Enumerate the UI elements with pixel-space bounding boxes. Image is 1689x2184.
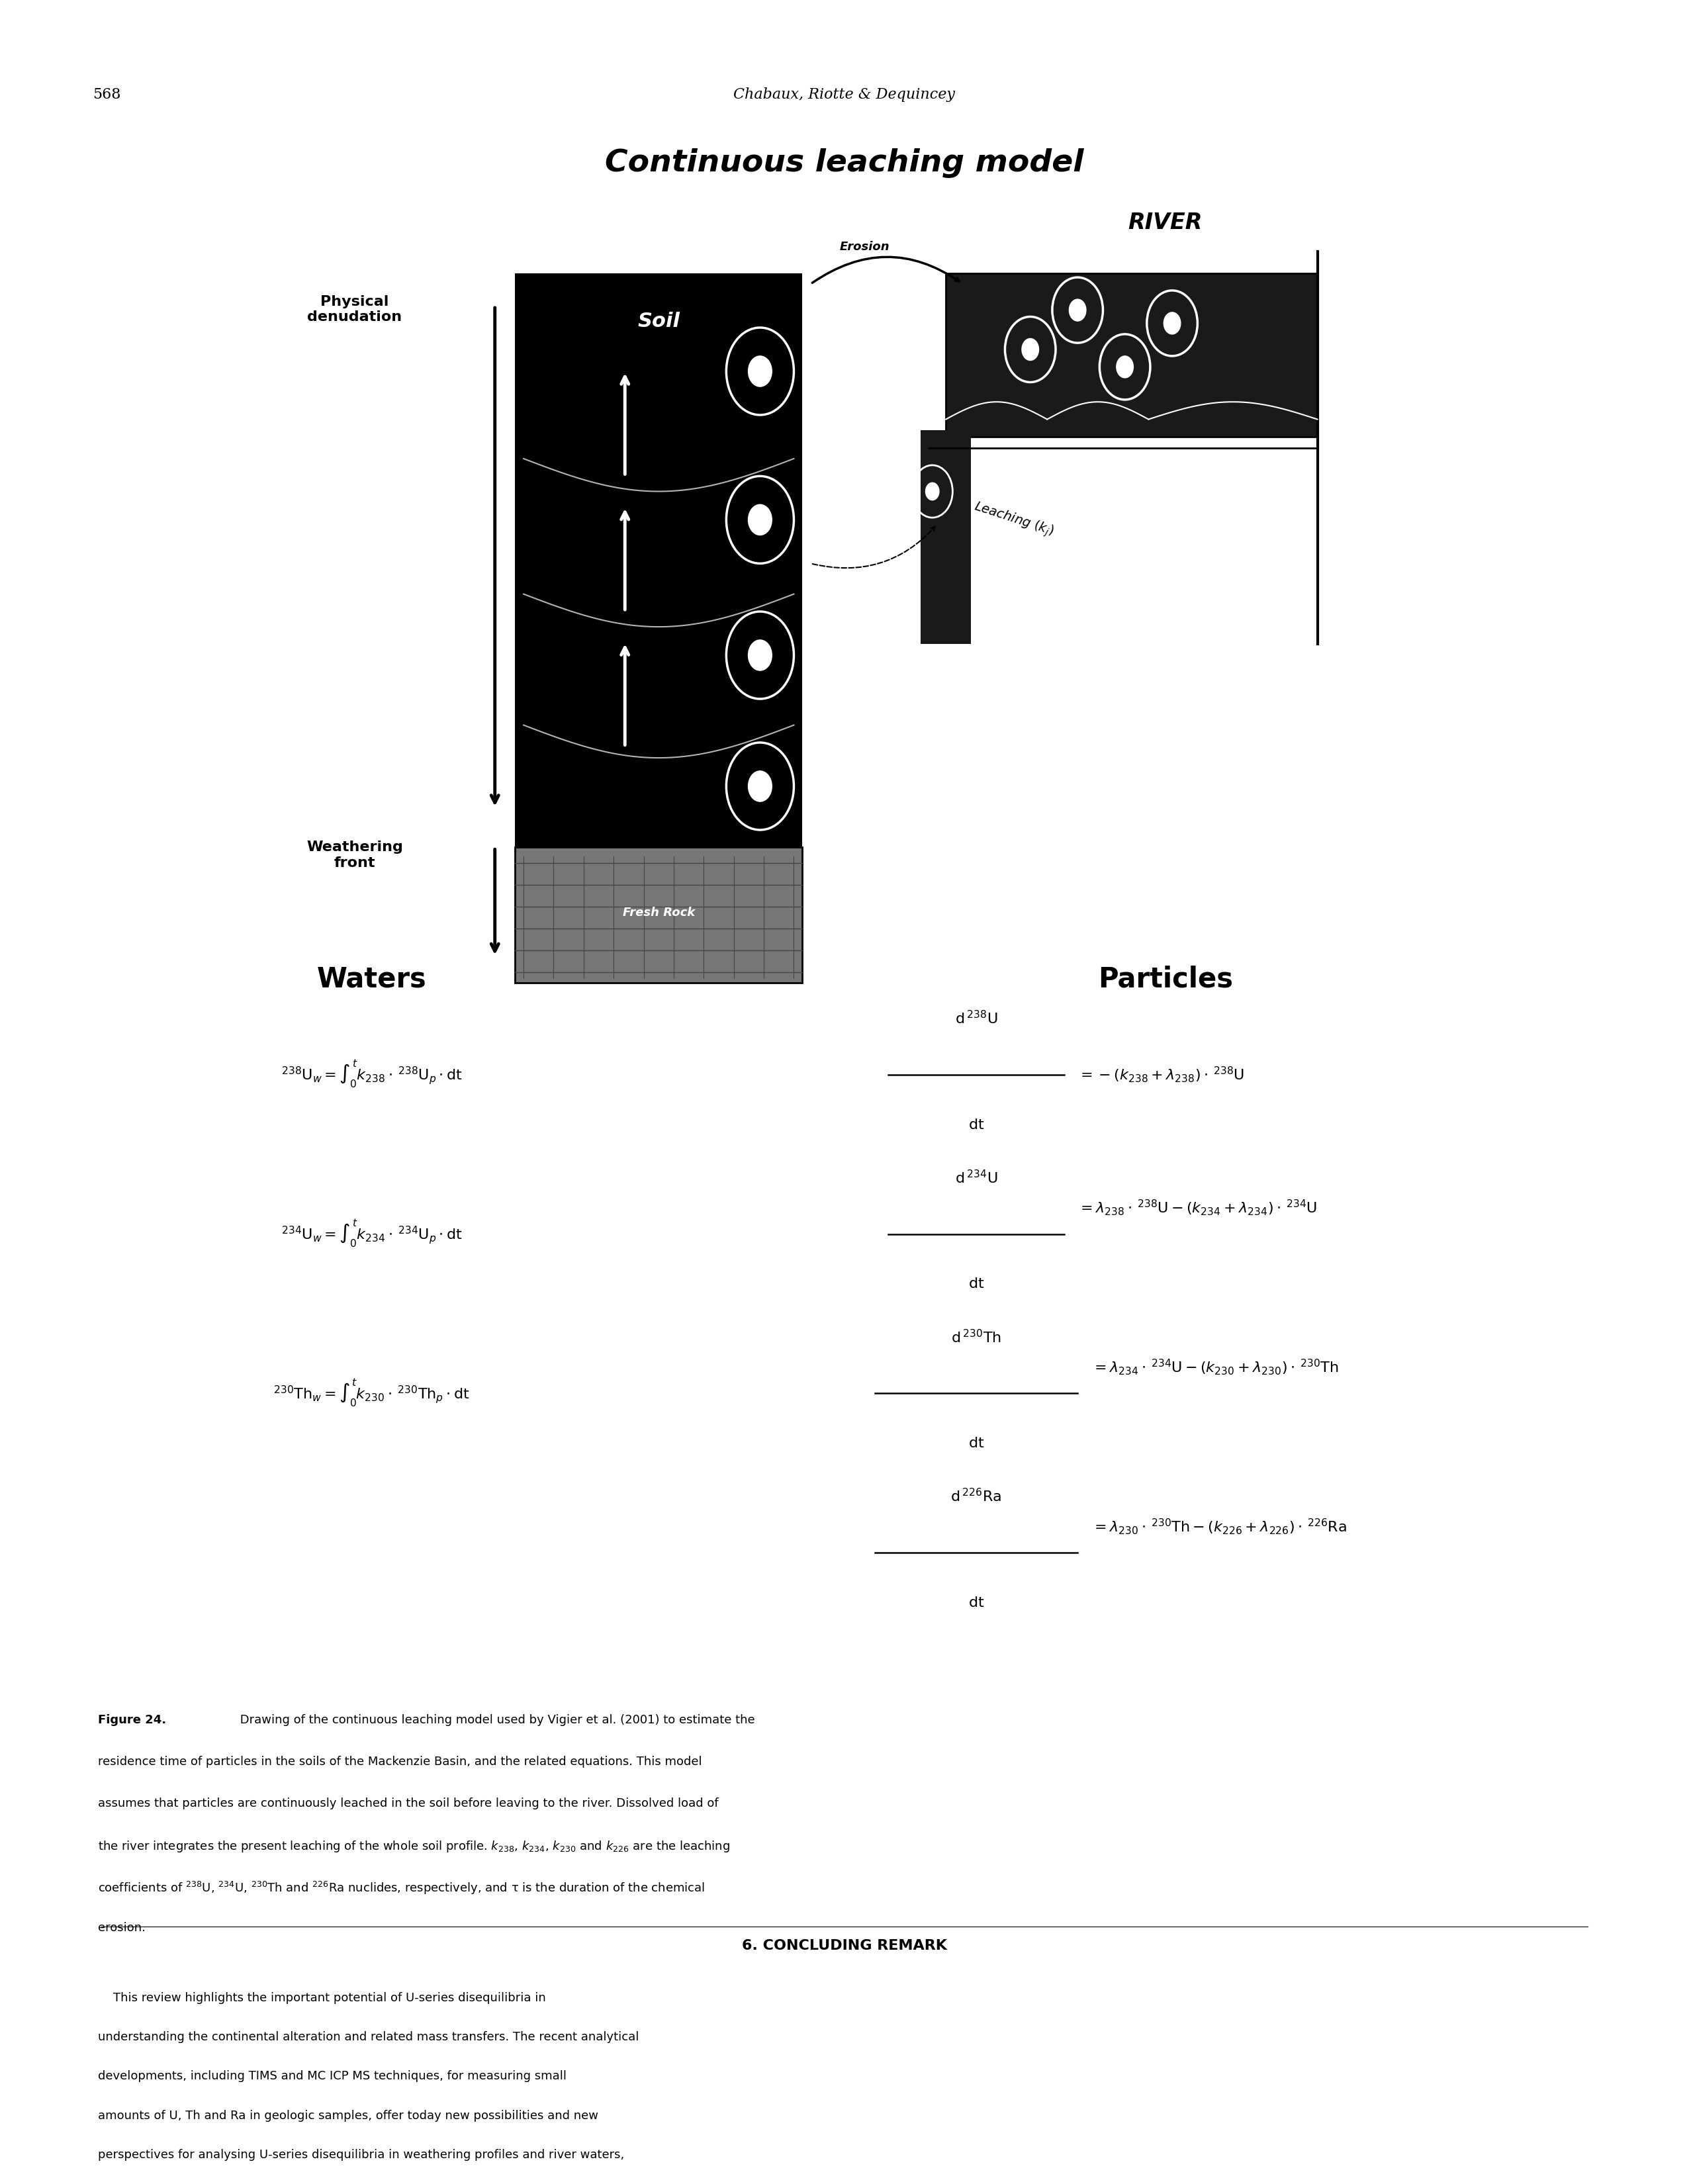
Text: Leaching $(k_j)$: Leaching $(k_j)$ xyxy=(971,498,1056,542)
Circle shape xyxy=(748,771,772,802)
Text: Particles: Particles xyxy=(1098,965,1233,994)
Circle shape xyxy=(1164,312,1181,334)
Text: $^{234}\mathrm{U}_{w} = \int_0^t k_{234} \cdot \, ^{234}\mathrm{U}_{p} \cdot \ma: $^{234}\mathrm{U}_{w} = \int_0^t k_{234}… xyxy=(280,1219,463,1249)
Text: coefficients of $^{238}$U, $^{234}$U, $^{230}$Th and $^{226}$Ra nuclides, respec: coefficients of $^{238}$U, $^{234}$U, $^… xyxy=(98,1880,704,1896)
Text: $^{238}\mathrm{U}_{w} = \int_0^t k_{238} \cdot \, ^{238}\mathrm{U}_{p} \cdot \ma: $^{238}\mathrm{U}_{w} = \int_0^t k_{238}… xyxy=(280,1059,463,1090)
Bar xyxy=(946,273,1317,437)
Text: Fresh Rock: Fresh Rock xyxy=(623,906,694,919)
Circle shape xyxy=(748,505,772,535)
Text: Chabaux, Riotte & Dequincey: Chabaux, Riotte & Dequincey xyxy=(733,87,956,103)
Text: Waters: Waters xyxy=(318,965,426,994)
Text: $^{230}\mathrm{Th}_{w} = \int_0^t k_{230} \cdot \, ^{230}\mathrm{Th}_{p} \cdot \: $^{230}\mathrm{Th}_{w} = \int_0^t k_{230… xyxy=(274,1378,470,1409)
Text: $\mathrm{dt}$: $\mathrm{dt}$ xyxy=(968,1437,985,1450)
Text: the river integrates the present leaching of the whole soil profile. $k_{238}$, : the river integrates the present leachin… xyxy=(98,1839,730,1854)
Text: $\mathrm{dt}$: $\mathrm{dt}$ xyxy=(968,1118,985,1131)
Text: Continuous leaching model: Continuous leaching model xyxy=(605,149,1084,179)
Bar xyxy=(515,847,802,983)
Text: $\mathrm{d}\,^{234}\mathrm{U}$: $\mathrm{d}\,^{234}\mathrm{U}$ xyxy=(954,1168,998,1186)
Bar xyxy=(921,430,971,644)
Text: $\mathrm{dt}$: $\mathrm{dt}$ xyxy=(968,1278,985,1291)
Text: $\mathrm{d}\,^{226}\mathrm{Ra}$: $\mathrm{d}\,^{226}\mathrm{Ra}$ xyxy=(951,1487,1002,1505)
Text: $= \lambda_{230}\cdot\,^{230}\mathrm{Th} - (k_{226} + \lambda_{226})\cdot\,^{226: $= \lambda_{230}\cdot\,^{230}\mathrm{Th}… xyxy=(1091,1518,1346,1535)
Text: 568: 568 xyxy=(93,87,122,103)
Text: assumes that particles are continuously leached in the soil before leaving to th: assumes that particles are continuously … xyxy=(98,1797,718,1808)
Text: residence time of particles in the soils of the Mackenzie Basin, and the related: residence time of particles in the soils… xyxy=(98,1756,703,1767)
Text: $\mathrm{d}\,^{230}\mathrm{Th}$: $\mathrm{d}\,^{230}\mathrm{Th}$ xyxy=(951,1328,1002,1345)
Text: Physical
denudation: Physical denudation xyxy=(307,295,402,323)
Text: $\mathrm{dt}$: $\mathrm{dt}$ xyxy=(968,1597,985,1610)
Circle shape xyxy=(1069,299,1086,321)
Circle shape xyxy=(1116,356,1133,378)
Text: erosion.: erosion. xyxy=(98,1922,145,1933)
Bar xyxy=(515,273,802,852)
Text: $\mathrm{d}\,^{238}\mathrm{U}$: $\mathrm{d}\,^{238}\mathrm{U}$ xyxy=(954,1009,998,1026)
Text: understanding the continental alteration and related mass transfers. The recent : understanding the continental alteration… xyxy=(98,2031,638,2042)
Text: Figure 24.: Figure 24. xyxy=(98,1714,166,1725)
Circle shape xyxy=(926,483,939,500)
Circle shape xyxy=(748,356,772,387)
Text: amounts of U, Th and Ra in geologic samples, offer today new possibilities and n: amounts of U, Th and Ra in geologic samp… xyxy=(98,2110,598,2121)
Text: Erosion: Erosion xyxy=(839,240,890,253)
Text: This review highlights the important potential of U-series disequilibria in: This review highlights the important pot… xyxy=(98,1992,546,2003)
Text: $= \lambda_{234}\cdot\,^{234}\mathrm{U} - (k_{230} + \lambda_{230})\cdot\,^{230}: $= \lambda_{234}\cdot\,^{234}\mathrm{U} … xyxy=(1091,1358,1338,1376)
Text: $= -(k_{238} + \lambda_{238})\cdot\,^{238}\mathrm{U}$: $= -(k_{238} + \lambda_{238})\cdot\,^{23… xyxy=(1078,1066,1245,1083)
Circle shape xyxy=(748,640,772,670)
Text: Soil: Soil xyxy=(637,312,681,330)
Circle shape xyxy=(1022,339,1039,360)
Text: RIVER: RIVER xyxy=(1128,212,1203,234)
Text: perspectives for analysing U-series disequilibria in weathering profiles and riv: perspectives for analysing U-series dise… xyxy=(98,2149,625,2160)
Text: Drawing of the continuous leaching model used by Vigier et al. (2001) to estimat: Drawing of the continuous leaching model… xyxy=(236,1714,755,1725)
Text: $= \lambda_{238}\cdot\,^{238}\mathrm{U} - (k_{234} + \lambda_{234})\cdot\,^{234}: $= \lambda_{238}\cdot\,^{238}\mathrm{U} … xyxy=(1078,1199,1317,1216)
Text: developments, including TIMS and MC ICP MS techniques, for measuring small: developments, including TIMS and MC ICP … xyxy=(98,2070,566,2081)
Text: 6. CONCLUDING REMARK: 6. CONCLUDING REMARK xyxy=(741,1939,948,1952)
Text: Weathering
front: Weathering front xyxy=(306,841,404,869)
Text: Erosion: Erosion xyxy=(839,240,890,253)
